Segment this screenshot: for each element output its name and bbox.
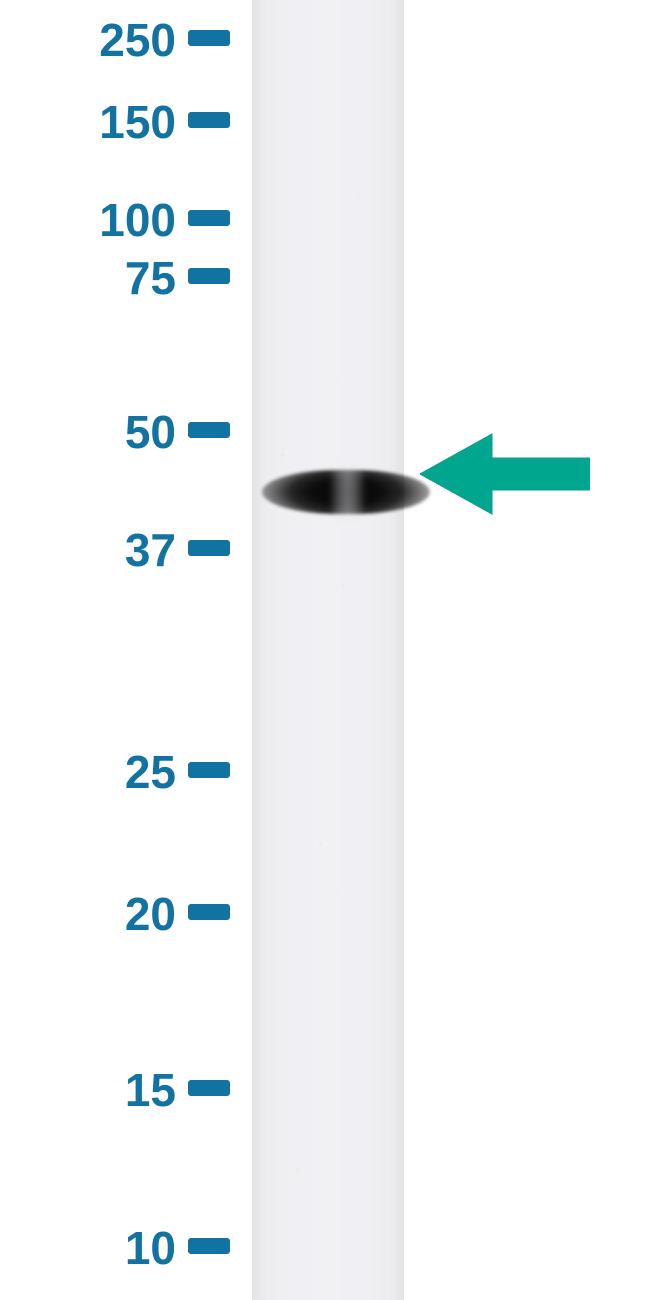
mw-label-15: 15 [125, 1063, 176, 1117]
mw-label-250: 250 [99, 13, 176, 67]
arrow-icon [420, 430, 590, 518]
mw-tick-10 [188, 1238, 230, 1254]
mw-label-50: 50 [125, 405, 176, 459]
mw-tick-75 [188, 268, 230, 284]
mw-tick-25 [188, 762, 230, 778]
mw-label-75: 75 [125, 251, 176, 305]
mw-tick-100 [188, 210, 230, 226]
mw-tick-150 [188, 112, 230, 128]
blot-lane [252, 0, 404, 1300]
mw-tick-20 [188, 904, 230, 920]
mw-tick-37 [188, 540, 230, 556]
mw-label-100: 100 [99, 193, 176, 247]
mw-tick-250 [188, 30, 230, 46]
mw-label-25: 25 [125, 745, 176, 799]
mw-label-150: 150 [99, 95, 176, 149]
mw-label-20: 20 [125, 887, 176, 941]
western-blot-container: 250 150 10075 50 37 25 20 15 10 [0, 0, 650, 1300]
band-arrow [420, 430, 590, 518]
protein-band [262, 470, 430, 514]
lane-noise [252, 0, 404, 1300]
mw-label-10: 10 [125, 1221, 176, 1275]
mw-tick-50 [188, 422, 230, 438]
mw-tick-15 [188, 1080, 230, 1096]
mw-label-37: 37 [125, 523, 176, 577]
